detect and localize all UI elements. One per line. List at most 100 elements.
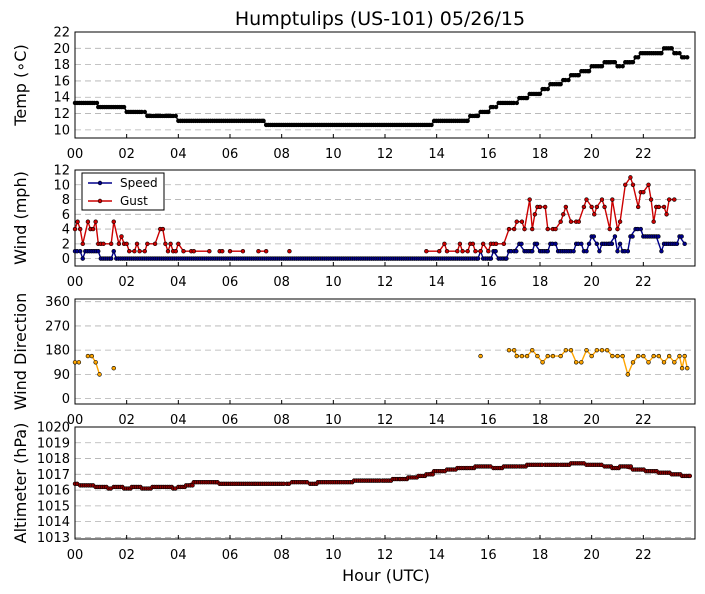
data-point (480, 241, 486, 247)
x-tick-label: 08 (273, 413, 290, 428)
data-point (630, 234, 635, 239)
data-point (475, 256, 481, 261)
data-point (558, 81, 563, 87)
data-point (563, 204, 569, 210)
data-point (591, 234, 597, 239)
data-point (602, 204, 607, 210)
data-point (220, 249, 225, 254)
data-point (542, 204, 548, 210)
data-point (108, 241, 114, 247)
data-point (501, 241, 507, 247)
x-tick-label: 06 (222, 147, 239, 162)
y-tick-label: 2 (62, 237, 70, 252)
data-point (594, 347, 600, 353)
y-tick-label: 4 (62, 223, 70, 238)
x-tick-label: 10 (325, 413, 342, 428)
data-point (586, 68, 592, 74)
y-tick-label: 1015 (37, 499, 70, 514)
data-point (207, 249, 212, 254)
y-tick-label: 1018 (37, 452, 70, 467)
data-point (473, 249, 478, 254)
x-tick-label: 18 (532, 413, 549, 428)
data-point (514, 249, 519, 254)
y-tick-label: 180 (45, 344, 70, 359)
x-tick-label: 16 (480, 147, 497, 162)
x-tick-label: 02 (118, 275, 135, 290)
data-point (152, 241, 158, 247)
y-tick-label: 360 (45, 295, 70, 310)
data-point (465, 118, 470, 124)
data-point (682, 241, 687, 247)
panel-direction: 0 90 180 270 360 00 02 04 06 08 10 12 14 16 18 20 22 Wind… (11, 293, 696, 428)
data-point (679, 365, 685, 371)
data-point (108, 256, 114, 261)
x-tick-label: 20 (583, 548, 600, 563)
data-point (176, 241, 181, 247)
data-point (455, 249, 460, 254)
data-point (573, 360, 579, 365)
y-tick-label: 12 (53, 164, 70, 179)
x-axis-label: Hour (UTC) (342, 566, 430, 585)
axes-frame-wind (74, 169, 696, 267)
data-point (615, 353, 620, 359)
series-line (426, 175, 675, 253)
data-point (519, 241, 524, 247)
data-point (80, 241, 85, 247)
data-point (137, 249, 142, 254)
data-point (612, 234, 618, 239)
x-tick-label: 00 (67, 147, 84, 162)
y-tick-label: 1020 (37, 421, 70, 436)
y-tick-label: 10 (53, 178, 70, 193)
data-point (610, 353, 615, 359)
data-point (656, 204, 662, 210)
x-tick-label: 14 (428, 275, 445, 290)
data-point (437, 249, 442, 254)
data-point (594, 204, 600, 210)
data-point (677, 353, 682, 359)
x-tick-label: 10 (325, 548, 342, 563)
data-point (173, 249, 178, 254)
data-point (537, 91, 543, 97)
data-point (579, 241, 584, 247)
data-point (568, 219, 574, 224)
data-point (656, 234, 661, 239)
y-tick-label: 0 (62, 392, 70, 407)
x-tick-label: 06 (222, 548, 239, 563)
series-temp-0 (72, 46, 690, 128)
data-point (545, 249, 550, 254)
x-tick-label: 02 (118, 548, 135, 563)
series-line (87, 355, 101, 375)
data-point (623, 182, 628, 187)
data-point (80, 256, 85, 261)
data-point (181, 249, 186, 254)
data-point (93, 219, 98, 224)
data-point (659, 50, 664, 56)
data-point (504, 256, 509, 261)
x-tick-label: 04 (170, 275, 187, 290)
data-point (553, 241, 558, 247)
x-tick-label: 10 (325, 275, 342, 290)
data-point (599, 64, 605, 69)
data-point (651, 353, 656, 359)
data-point (685, 365, 690, 371)
data-point (493, 241, 499, 247)
data-point (612, 59, 618, 65)
x-tick-label: 16 (480, 548, 497, 563)
data-point (586, 241, 592, 247)
data-point (511, 226, 517, 232)
data-point (127, 249, 132, 254)
x-tick-label: 20 (583, 275, 600, 290)
data-point (625, 249, 631, 254)
data-point (530, 249, 535, 254)
data-point (457, 241, 463, 247)
data-point (648, 197, 654, 202)
series-line (74, 219, 192, 254)
y-tick-label: 20 (53, 42, 70, 57)
data-point (132, 249, 137, 254)
data-point (470, 241, 476, 247)
data-point (592, 212, 597, 217)
data-point (77, 226, 83, 232)
legend-box (81, 172, 165, 211)
axes-frame-direction (74, 298, 696, 405)
